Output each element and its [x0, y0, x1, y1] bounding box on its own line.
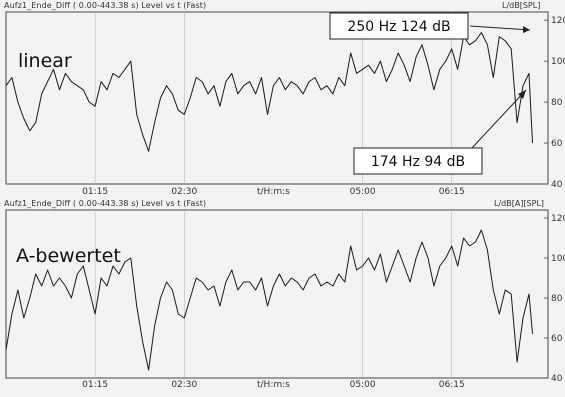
plot-frame	[5, 11, 549, 185]
panel-label: A-bewertet	[16, 245, 121, 267]
y-tick-label: 120	[551, 214, 565, 224]
bottom-chart-unit-label: L/dB[A][SPL]	[494, 199, 545, 208]
x-tick-label: 06:15	[439, 187, 465, 197]
y-tick-label: 60	[551, 139, 563, 149]
panel-label: linear	[18, 50, 72, 72]
x-tick-label: 06:15	[439, 380, 465, 390]
x-tick-label: 05:00	[350, 187, 376, 197]
y-tick-label: 100	[551, 254, 565, 264]
y-tick-label: 120	[551, 16, 565, 26]
annotation-text: 174 Hz 94 dB	[371, 154, 465, 170]
y-tick-label: 80	[551, 294, 563, 304]
x-tick-label: 05:00	[350, 380, 376, 390]
y-tick-label: 40	[551, 180, 563, 190]
annotation-box	[353, 147, 483, 175]
y-tick-label: 40	[551, 374, 563, 384]
y-tick-label: 60	[551, 334, 563, 344]
x-tick-label: 02:30	[171, 380, 197, 390]
top-chart-unit-label: L/dB[SPL]	[502, 1, 541, 10]
x-tick-label: 01:15	[82, 187, 108, 197]
annotation-box	[329, 12, 469, 40]
x-axis-label: t/H:m:s	[257, 187, 290, 197]
bottom-chart-header: Aufz1_Ende_Diff ( 0.00-443.38 s) Level v…	[4, 199, 207, 208]
annotation-arrow	[469, 25, 531, 31]
top-chart: 01:15 02:30 05:00 06:15 t/H:m:s 40 60 80 100 120 l…	[5, 11, 565, 197]
plot-frame	[5, 209, 549, 379]
x-tick-label: 02:30	[171, 187, 197, 197]
annotation-arrow	[471, 89, 527, 149]
top-chart-header: Aufz1_Ende_Diff ( 0.00-443.38 s) Level v…	[4, 1, 207, 10]
annotation-arrowhead	[523, 26, 530, 33]
annotation-arrowhead	[518, 90, 526, 99]
level-series-line	[5, 229, 533, 371]
y-tick-label: 100	[551, 57, 565, 67]
x-tick-label: 01:15	[82, 380, 108, 390]
level-series-line	[5, 32, 533, 152]
y-tick-label: 80	[551, 98, 563, 108]
annotation-text: 250 Hz 124 dB	[347, 19, 450, 35]
x-axis-label: t/H:m:s	[257, 380, 290, 390]
bottom-chart: 01:15 02:30 05:00 06:15 t/H:m:s 40 60 80 100 120 A…	[5, 209, 565, 390]
